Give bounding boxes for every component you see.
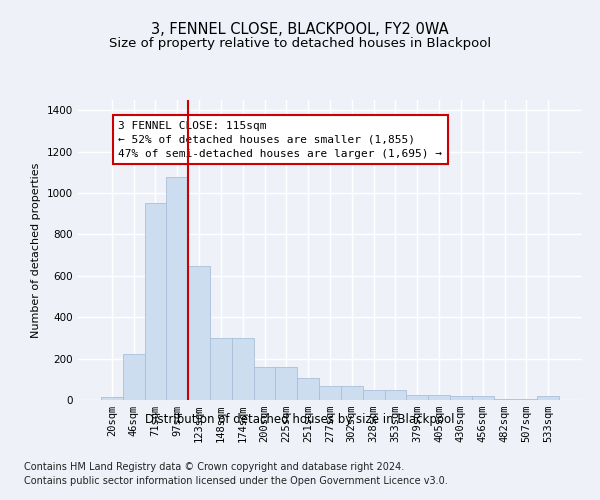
Bar bbox=[275, 367, 297, 400]
Bar bbox=[166, 176, 188, 400]
Bar bbox=[101, 397, 123, 400]
Text: Distribution of detached houses by size in Blackpool: Distribution of detached houses by size … bbox=[145, 412, 455, 426]
Bar bbox=[385, 390, 406, 400]
Bar bbox=[515, 399, 537, 400]
Bar bbox=[145, 204, 166, 400]
Bar bbox=[428, 395, 450, 400]
Bar bbox=[363, 390, 385, 400]
Bar bbox=[450, 396, 472, 400]
Text: Contains public sector information licensed under the Open Government Licence v3: Contains public sector information licen… bbox=[24, 476, 448, 486]
Bar bbox=[297, 378, 319, 400]
Bar bbox=[254, 367, 275, 400]
Bar bbox=[123, 354, 145, 400]
Text: 3 FENNEL CLOSE: 115sqm
← 52% of detached houses are smaller (1,855)
47% of semi-: 3 FENNEL CLOSE: 115sqm ← 52% of detached… bbox=[118, 120, 442, 158]
Text: Size of property relative to detached houses in Blackpool: Size of property relative to detached ho… bbox=[109, 38, 491, 51]
Text: 3, FENNEL CLOSE, BLACKPOOL, FY2 0WA: 3, FENNEL CLOSE, BLACKPOOL, FY2 0WA bbox=[151, 22, 449, 38]
Bar bbox=[406, 395, 428, 400]
Bar bbox=[494, 399, 515, 400]
Bar bbox=[210, 338, 232, 400]
Bar bbox=[472, 396, 494, 400]
Bar bbox=[341, 386, 363, 400]
Y-axis label: Number of detached properties: Number of detached properties bbox=[31, 162, 41, 338]
Bar bbox=[319, 386, 341, 400]
Bar bbox=[188, 266, 210, 400]
Bar bbox=[537, 396, 559, 400]
Bar bbox=[232, 338, 254, 400]
Text: Contains HM Land Registry data © Crown copyright and database right 2024.: Contains HM Land Registry data © Crown c… bbox=[24, 462, 404, 472]
